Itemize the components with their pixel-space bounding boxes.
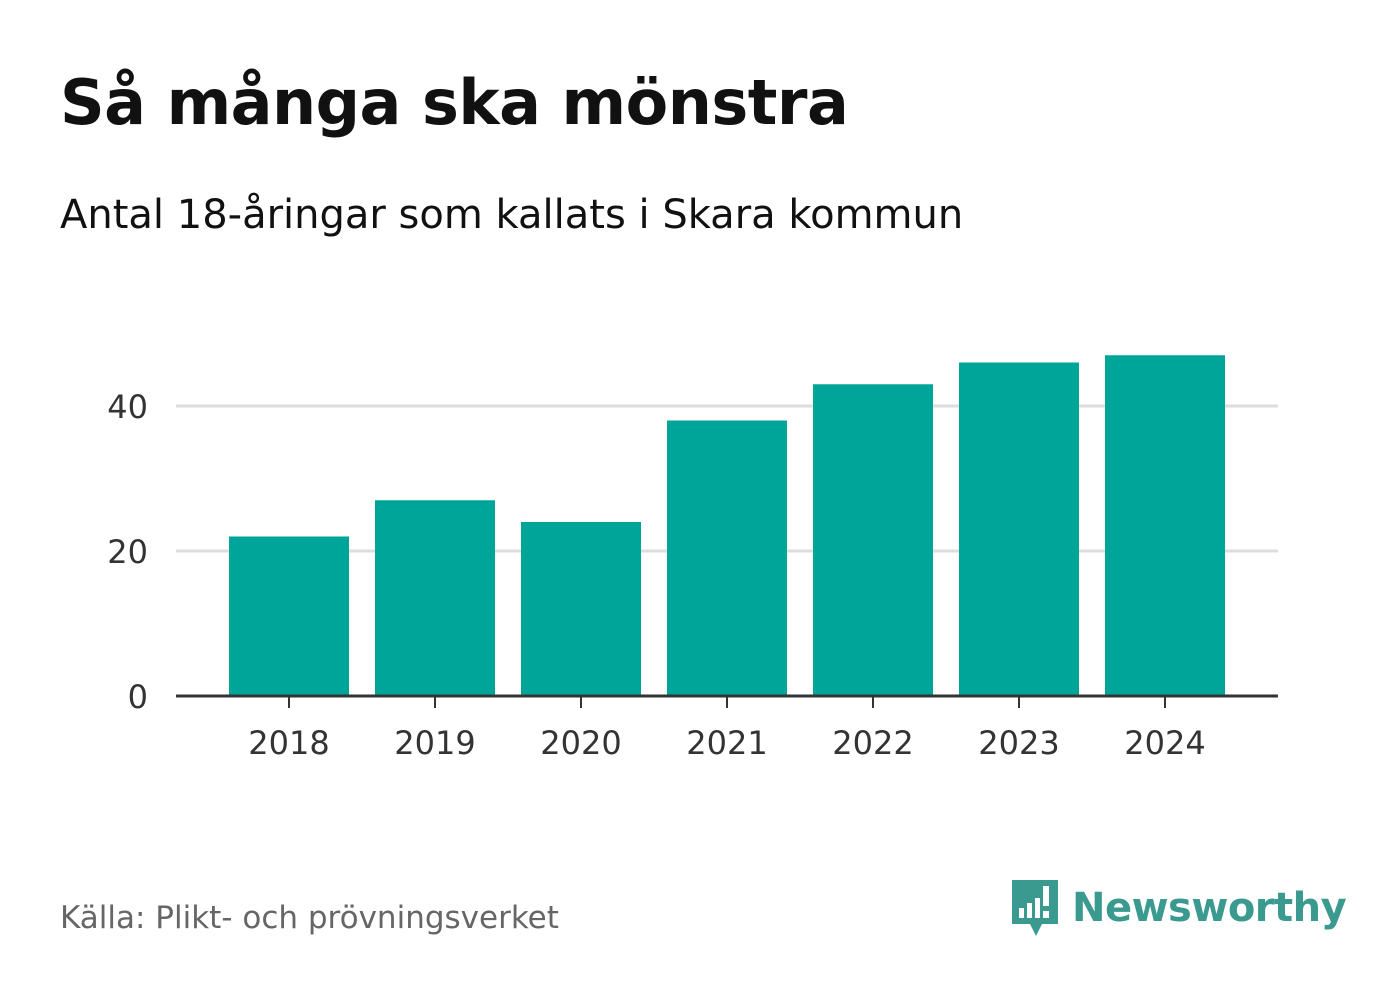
bar-2022 <box>813 384 933 696</box>
bar-2019 <box>375 500 495 696</box>
bar-2018 <box>229 536 349 696</box>
x-tick-label: 2023 <box>978 724 1059 762</box>
brand-logo: Newsworthy <box>1010 878 1347 938</box>
x-tick-label: 2024 <box>1124 724 1205 762</box>
bars <box>229 355 1225 696</box>
x-tick-label: 2019 <box>394 724 475 762</box>
bar-2020 <box>521 522 641 696</box>
y-tick-label: 20 <box>107 533 148 571</box>
chart-title: Så många ska mönstra <box>60 66 849 139</box>
bar-2024 <box>1105 355 1225 696</box>
y-tick-label: 0 <box>128 678 148 716</box>
y-tick-label: 40 <box>107 388 148 426</box>
brand-name: Newsworthy <box>1072 885 1347 931</box>
x-tick-label: 2020 <box>540 724 621 762</box>
x-tick-label: 2018 <box>248 724 329 762</box>
bar-2023 <box>959 362 1079 696</box>
x-tick-label: 2022 <box>832 724 913 762</box>
source-note: Källa: Plikt- och prövningsverket <box>60 900 559 936</box>
bar-2021 <box>667 420 787 696</box>
newsworthy-logo-icon <box>1012 880 1058 936</box>
chart-subtitle: Antal 18-åringar som kallats i Skara kom… <box>60 192 964 238</box>
x-tick-label: 2021 <box>686 724 767 762</box>
axes: 0 20 40 2018 2019 2020 2021 2022 2023 2024 <box>107 388 1278 762</box>
